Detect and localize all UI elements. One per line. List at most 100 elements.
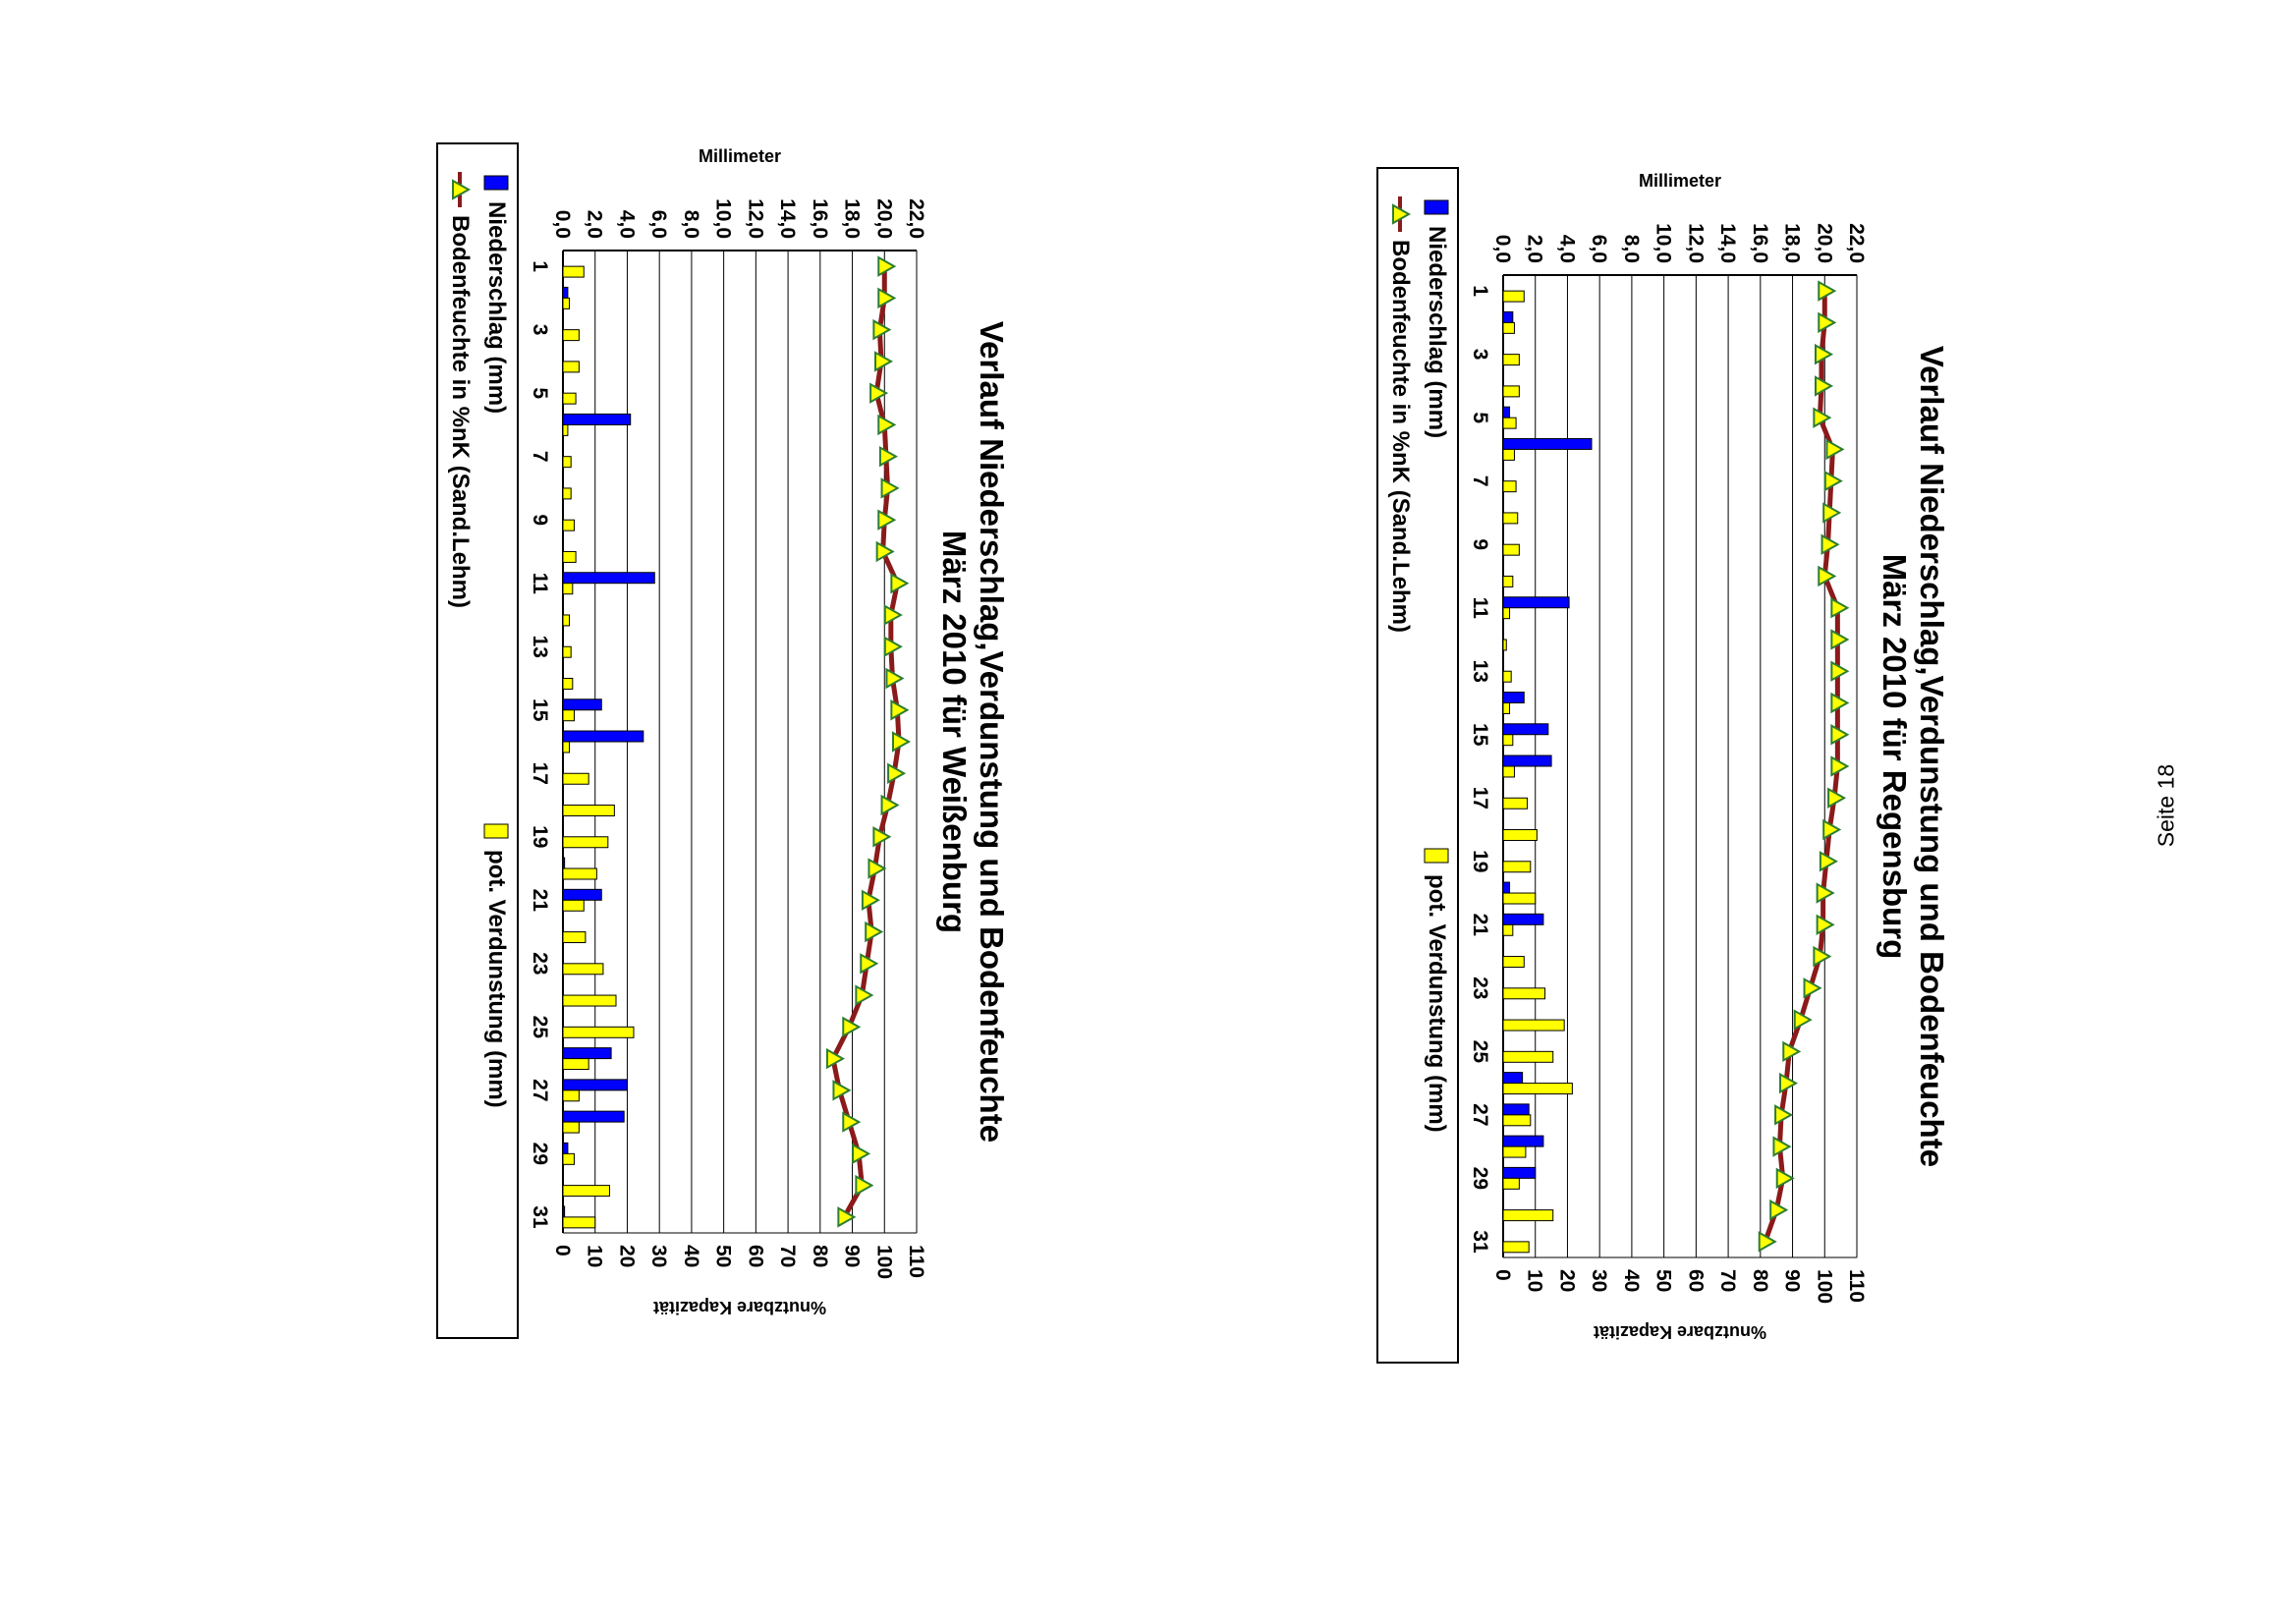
bar-evaporation: [1502, 417, 1517, 429]
soil-moisture-marker: [868, 858, 887, 879]
x-tick-label: 19: [529, 825, 551, 848]
bar-evaporation: [562, 265, 585, 278]
chart-subtitle: März 2010 für Regensburg: [1876, 553, 1913, 960]
bar-precipitation: [562, 1142, 569, 1154]
soil-moisture-marker: [1830, 660, 1850, 682]
chart-weissenburg: Verlauf Niederschlag,Verdunstung und Bod…: [420, 142, 1010, 1339]
soil-moisture-marker: [852, 1143, 871, 1165]
soil-moisture-marker: [875, 540, 895, 563]
soil-moisture-marker: [1774, 1104, 1794, 1126]
chart-subtitle: März 2010 für Weißenburg: [936, 530, 973, 934]
y2-tick-label: 60: [1684, 1269, 1707, 1292]
bar-evaporation: [562, 519, 575, 531]
y2-tick-label: 30: [647, 1245, 670, 1267]
x-tick-label: 5: [1469, 412, 1491, 423]
y2-tick-label: 30: [1588, 1269, 1610, 1292]
x-tick-label: 27: [529, 1079, 551, 1101]
soil-moisture-marker: [877, 509, 897, 530]
bar-evaporation: [562, 994, 617, 1007]
soil-moisture-marker: [1818, 280, 1837, 302]
bar-evaporation: [1502, 829, 1538, 841]
soil-moisture-marker: [877, 287, 897, 309]
x-tick-label: 1: [1469, 285, 1491, 297]
legend-label-evaporation: pot. Verdunstung (mm): [1424, 874, 1450, 1133]
legend: Niederschlag (mm) Bodenfeuchte in %nK (S…: [1376, 167, 1459, 1364]
y-tick-label: 18,0: [1781, 223, 1804, 263]
x-tick-label: 11: [1469, 597, 1491, 620]
bar-evaporation: [562, 1152, 575, 1165]
soil-moisture-marker: [872, 318, 892, 341]
soil-moisture-marker: [890, 699, 910, 721]
y2-tick-label: 110: [1845, 1269, 1868, 1303]
bar-evaporation: [1502, 797, 1529, 810]
bar-evaporation: [562, 645, 572, 658]
legend: Niederschlag (mm) Bodenfeuchte in %nK (S…: [436, 142, 519, 1339]
bar-evaporation: [1502, 701, 1511, 714]
soil-moisture-marker: [1827, 787, 1847, 809]
soil-moisture-marker: [877, 255, 897, 277]
bar-evaporation: [1502, 1145, 1527, 1158]
chart-title-block: Verlauf Niederschlag,Verdunstung und Bod…: [1876, 167, 1950, 1346]
x-tick-label: 3: [529, 324, 551, 336]
y2-tick-label: 20: [1555, 1269, 1578, 1292]
bar-evaporation: [1502, 290, 1525, 303]
y2-tick-label: 110: [905, 1245, 927, 1278]
bar-evaporation: [1502, 448, 1515, 461]
legend-entry-evaporation: pot. Verdunstung (mm): [482, 820, 510, 1108]
bar-evaporation: [1502, 670, 1512, 683]
soil-moisture-marker: [861, 889, 880, 912]
chart-title: Verlauf Niederschlag,Verdunstung und Bod…: [1914, 345, 1950, 1168]
x-tick-label: 21: [1469, 914, 1491, 937]
soil-moisture-marker: [883, 604, 903, 626]
soil-moisture-marker: [877, 414, 897, 436]
x-tick-label: 7: [529, 451, 551, 463]
y2-tick-label: 70: [1716, 1269, 1739, 1292]
bar-evaporation: [562, 456, 572, 469]
soil-moisture-marker: [892, 731, 912, 753]
bar-evaporation: [1502, 607, 1511, 620]
x-tick-label: 23: [529, 952, 551, 975]
bar-precipitation: [1502, 1103, 1530, 1116]
bar-evaporation: [562, 392, 577, 405]
soil-moisture-marker: [1830, 755, 1850, 777]
soil-moisture-marker: [1825, 438, 1845, 461]
y-tick-label: 20,0: [872, 198, 895, 239]
soil-moisture-marker: [1819, 851, 1838, 872]
soil-moisture-marker: [825, 1047, 845, 1070]
x-tick-label: 17: [529, 762, 551, 785]
y-tick-label: 18,0: [841, 198, 864, 239]
bar-precipitation: [1502, 881, 1511, 894]
bar-evaporation: [1502, 956, 1525, 969]
legend-swatch-evaporation: [483, 823, 509, 839]
bar-precipitation: [562, 1079, 628, 1091]
y2-tick-label: 50: [712, 1245, 735, 1267]
y-tick-label: 2,0: [584, 210, 606, 239]
x-tick-label: 31: [1469, 1230, 1491, 1254]
soil-moisture-marker: [855, 1174, 874, 1197]
soil-moisture-marker: [890, 572, 910, 594]
bar-precipitation: [1502, 723, 1549, 736]
bar-evaporation: [562, 867, 597, 880]
soil-moisture-marker: [860, 953, 879, 975]
soil-moisture-marker: [1820, 533, 1840, 555]
y-axis-title: Millimeter: [699, 146, 781, 166]
bar-evaporation: [1502, 923, 1514, 936]
y-tick-label: 8,0: [680, 210, 702, 239]
y2-axis-title: %nutzbare Kapazität: [1594, 1322, 1766, 1342]
bar-evaporation: [562, 741, 571, 754]
y2-tick-label: 0: [551, 1245, 574, 1256]
soil-moisture-marker: [1775, 1167, 1795, 1190]
soil-moisture-marker: [1813, 945, 1832, 968]
y2-tick-label: 90: [841, 1245, 864, 1267]
soil-moisture-marker: [874, 351, 894, 372]
y2-tick-label: 100: [872, 1245, 895, 1279]
y-tick-label: 10,0: [712, 198, 735, 239]
soil-moisture-marker: [1830, 692, 1850, 714]
bar-evaporation: [562, 963, 604, 976]
soil-moisture-marker: [842, 1016, 862, 1038]
bar-precipitation: [562, 572, 655, 585]
bar-evaporation: [562, 329, 580, 342]
x-tick-label: 9: [529, 514, 551, 526]
bar-evaporation: [1502, 1114, 1532, 1127]
soil-moisture-marker: [1822, 818, 1842, 841]
